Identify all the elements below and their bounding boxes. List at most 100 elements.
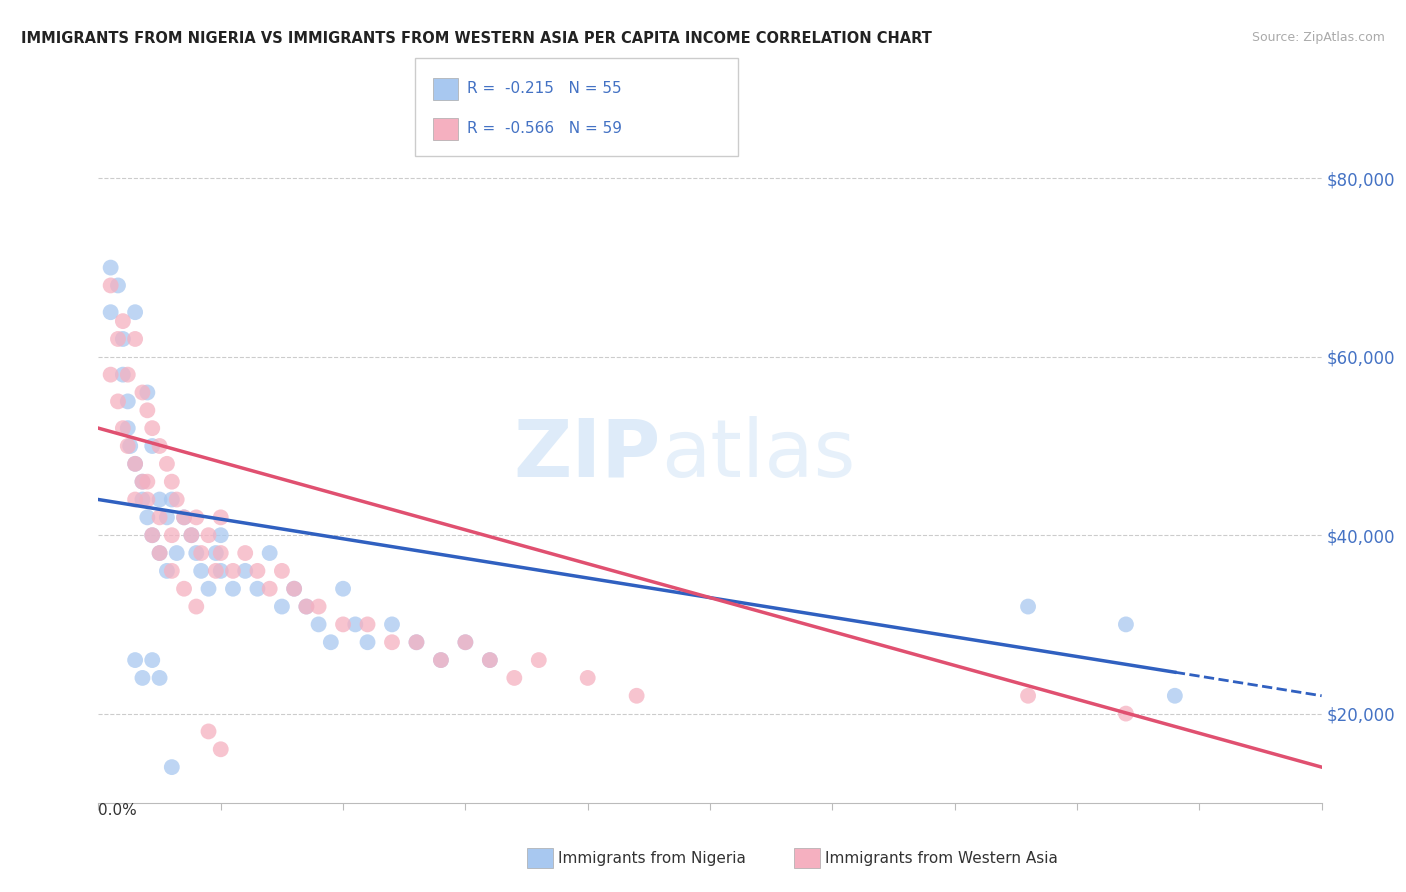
Point: [319, 635, 342, 649]
Point: [136, 492, 159, 507]
Point: [136, 510, 159, 524]
Point: [173, 510, 195, 524]
Point: [160, 492, 183, 507]
Point: [107, 394, 129, 409]
Point: [222, 564, 245, 578]
Point: [136, 475, 159, 489]
Point: [100, 305, 122, 319]
Text: Immigrants from Western Asia: Immigrants from Western Asia: [825, 851, 1059, 865]
Point: [111, 332, 134, 346]
Point: [124, 332, 146, 346]
Point: [454, 635, 477, 649]
Point: [120, 439, 142, 453]
Point: [166, 492, 188, 507]
Point: [405, 635, 427, 649]
Point: [381, 617, 404, 632]
Point: [478, 653, 501, 667]
Point: [1164, 689, 1187, 703]
Text: 0.0%: 0.0%: [98, 803, 138, 818]
Point: [1017, 599, 1039, 614]
Point: [141, 528, 163, 542]
Point: [209, 528, 232, 542]
Point: [270, 599, 294, 614]
Point: [295, 599, 318, 614]
Point: [156, 564, 179, 578]
Point: [124, 653, 146, 667]
Point: [111, 421, 134, 435]
Point: [156, 457, 179, 471]
Point: [308, 599, 330, 614]
Point: [190, 564, 212, 578]
Point: [149, 671, 172, 685]
Point: [131, 385, 153, 400]
Point: [344, 617, 367, 632]
Point: [117, 439, 139, 453]
Point: [209, 510, 232, 524]
Point: [149, 510, 172, 524]
Point: [430, 653, 453, 667]
Point: [160, 760, 183, 774]
Point: [197, 724, 219, 739]
Point: [111, 368, 134, 382]
Point: [173, 582, 195, 596]
Point: [107, 278, 129, 293]
Point: [149, 546, 172, 560]
Point: [246, 564, 269, 578]
Point: [173, 510, 195, 524]
Point: [295, 599, 318, 614]
Point: [1115, 706, 1137, 721]
Point: [205, 546, 228, 560]
Point: [131, 671, 153, 685]
Point: [1115, 617, 1137, 632]
Point: [160, 564, 183, 578]
Point: [576, 671, 599, 685]
Point: [141, 528, 163, 542]
Point: [259, 546, 281, 560]
Point: [141, 421, 163, 435]
Point: [190, 546, 212, 560]
Point: [205, 564, 228, 578]
Point: [136, 385, 159, 400]
Point: [527, 653, 550, 667]
Point: [149, 439, 172, 453]
Point: [131, 475, 153, 489]
Text: Immigrants from Nigeria: Immigrants from Nigeria: [558, 851, 747, 865]
Point: [186, 599, 208, 614]
Point: [222, 582, 245, 596]
Point: [124, 492, 146, 507]
Point: [356, 635, 378, 649]
Point: [1017, 689, 1039, 703]
Point: [149, 492, 172, 507]
Point: [283, 582, 305, 596]
Point: [430, 653, 453, 667]
Point: [149, 546, 172, 560]
Point: [356, 617, 378, 632]
Text: IMMIGRANTS FROM NIGERIA VS IMMIGRANTS FROM WESTERN ASIA PER CAPITA INCOME CORREL: IMMIGRANTS FROM NIGERIA VS IMMIGRANTS FR…: [21, 31, 932, 46]
Point: [180, 528, 202, 542]
Point: [141, 439, 163, 453]
Point: [107, 332, 129, 346]
Point: [117, 368, 139, 382]
Point: [117, 394, 139, 409]
Point: [124, 457, 146, 471]
Point: [124, 457, 146, 471]
Point: [160, 475, 183, 489]
Point: [141, 653, 163, 667]
Point: [332, 617, 354, 632]
Point: [332, 582, 354, 596]
Point: [405, 635, 427, 649]
Point: [186, 510, 208, 524]
Point: [197, 528, 219, 542]
Point: [166, 546, 188, 560]
Point: [197, 582, 219, 596]
Point: [454, 635, 477, 649]
Point: [233, 564, 256, 578]
Point: [209, 742, 232, 756]
Point: [186, 546, 208, 560]
Point: [136, 403, 159, 417]
Point: [111, 314, 134, 328]
Point: [100, 368, 122, 382]
Point: [209, 546, 232, 560]
Point: [259, 582, 281, 596]
Point: [100, 278, 122, 293]
